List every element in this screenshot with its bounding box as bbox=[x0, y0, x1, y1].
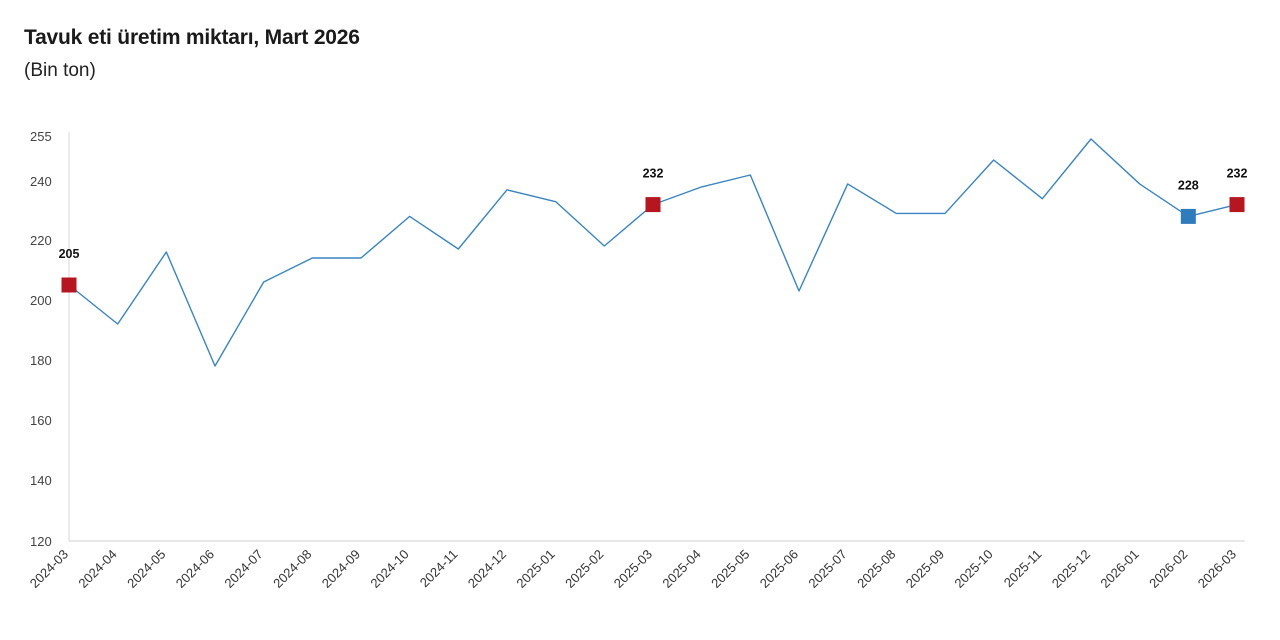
x-tick-label: 2024-09 bbox=[319, 547, 363, 591]
x-tick-label: 2025-10 bbox=[951, 547, 995, 591]
data-label: 232 bbox=[643, 167, 664, 181]
x-tick-label: 2024-04 bbox=[75, 547, 119, 591]
data-label: 228 bbox=[1178, 178, 1199, 192]
highlight-marker bbox=[61, 277, 77, 293]
x-tick-label: 2026-02 bbox=[1146, 547, 1190, 591]
x-tick-label: 2025-04 bbox=[659, 547, 703, 591]
x-tick-label: 2024-11 bbox=[417, 547, 461, 591]
y-tick-label: 220 bbox=[30, 233, 52, 248]
x-tick-label: 2025-07 bbox=[805, 547, 849, 591]
y-tick-label: 200 bbox=[30, 293, 52, 308]
x-tick-label: 2025-02 bbox=[562, 547, 606, 591]
chart-title: Tavuk eti üretim miktarı, Mart 2026 bbox=[24, 26, 360, 49]
x-tick-label: 2024-08 bbox=[270, 547, 314, 591]
y-tick-label: 160 bbox=[30, 413, 52, 428]
y-tick-label: 120 bbox=[30, 534, 52, 549]
highlight-marker bbox=[1180, 208, 1196, 224]
x-tick-label: 2024-06 bbox=[173, 547, 217, 591]
highlight-marker bbox=[645, 197, 661, 213]
x-tick-label: 2025-12 bbox=[1049, 547, 1093, 591]
x-tick-label: 2025-01 bbox=[513, 547, 557, 591]
y-tick-label: 240 bbox=[30, 174, 52, 189]
x-tick-label: 2025-08 bbox=[854, 547, 898, 591]
y-tick-label: 140 bbox=[30, 473, 52, 488]
x-tick-label: 2024-05 bbox=[124, 547, 168, 591]
x-tick-label: 2026-01 bbox=[1097, 547, 1141, 591]
y-tick-label: 255 bbox=[30, 129, 52, 144]
highlight-marker bbox=[1229, 197, 1245, 213]
x-tick-label: 2024-03 bbox=[27, 547, 71, 591]
x-tick-label: 2025-09 bbox=[903, 547, 947, 591]
x-tick-label: 2024-07 bbox=[221, 547, 265, 591]
x-tick-label: 2025-06 bbox=[757, 547, 801, 591]
x-tick-label: 2025-05 bbox=[708, 547, 752, 591]
x-tick-label: 2025-03 bbox=[611, 547, 655, 591]
x-tick-label: 2024-12 bbox=[465, 547, 509, 591]
x-tick-label: 2026-03 bbox=[1195, 547, 1239, 591]
y-tick-label: 180 bbox=[30, 353, 52, 368]
data-label: 205 bbox=[59, 247, 80, 261]
x-tick-label: 2025-11 bbox=[1001, 547, 1045, 591]
chart-subtitle: (Bin ton) bbox=[24, 60, 96, 81]
x-tick-label: 2024-10 bbox=[367, 547, 411, 591]
data-label: 232 bbox=[1227, 167, 1248, 181]
